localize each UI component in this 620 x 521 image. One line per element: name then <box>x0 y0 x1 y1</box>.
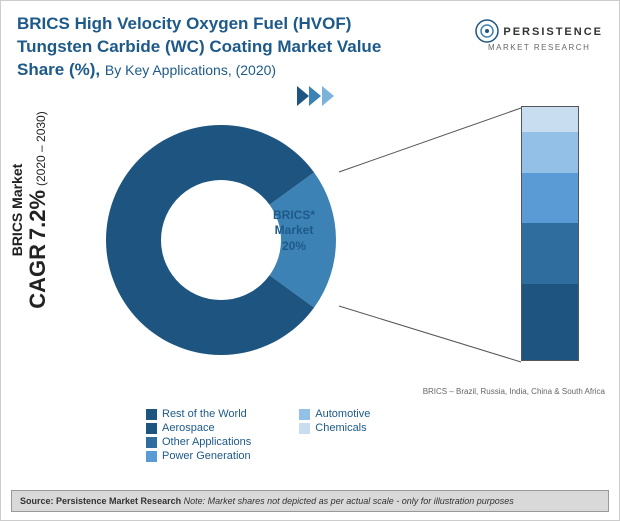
legend-swatch <box>146 423 157 434</box>
title-line2: Tungsten Carbide (WC) Coating Market Val… <box>17 37 381 56</box>
stack-segment <box>522 107 578 132</box>
ylabel-cagr-label: CAGR <box>25 244 50 309</box>
legend-item: Other Applications <box>146 436 251 448</box>
legend-item: Automotive <box>299 408 370 420</box>
infographic-container: BRICS High Velocity Oxygen Fuel (HVOF) T… <box>0 0 620 521</box>
legend-item: Aerospace <box>146 422 251 434</box>
y-axis-label: BRICS Market CAGR 7.2% (2020 – 2030) <box>9 70 51 350</box>
header: BRICS High Velocity Oxygen Fuel (HVOF) T… <box>1 1 619 90</box>
center-value: 20% <box>282 239 306 253</box>
legend: Rest of the World Aerospace Other Applicat… <box>146 406 370 464</box>
legend-item: Power Generation <box>146 450 251 462</box>
footer: Source: Persistence Market Research Note… <box>11 490 609 512</box>
ylabel-market: BRICS Market <box>9 164 25 257</box>
stack-segment <box>522 173 578 224</box>
subtitle: By Key Applications, (2020) <box>105 62 276 78</box>
stack-segment <box>522 132 578 172</box>
ylabel-period: (2020 – 2030) <box>34 111 48 186</box>
title-line1: BRICS High Velocity Oxygen Fuel (HVOF) <box>17 14 351 33</box>
logo-brand: PERSISTENCE <box>503 26 603 38</box>
stack-segment <box>522 223 578 284</box>
legend-item: Rest of the World <box>146 408 251 420</box>
stacked-bar <box>521 106 579 361</box>
legend-col2: Automotive Chemicals <box>299 406 370 464</box>
center-label-1: BRICS* <box>273 208 315 222</box>
legend-swatch <box>299 423 310 434</box>
legend-swatch <box>146 409 157 420</box>
legend-swatch <box>146 437 157 448</box>
title-block: BRICS High Velocity Oxygen Fuel (HVOF) T… <box>17 13 407 82</box>
footer-note: Note: Market shares not depicted as per … <box>184 496 514 506</box>
legend-label: Rest of the World <box>162 408 247 420</box>
legend-item: Chemicals <box>299 422 370 434</box>
legend-label: Aerospace <box>162 422 215 434</box>
legend-swatch <box>146 451 157 462</box>
logo: PERSISTENCE MARKET RESEARCH <box>475 19 603 52</box>
ylabel-cagr-value: 7.2% <box>25 190 50 240</box>
logo-icon <box>475 19 499 43</box>
center-label-2: Market <box>275 223 314 237</box>
legend-label: Power Generation <box>162 450 251 462</box>
legend-label: Other Applications <box>162 436 251 448</box>
legend-swatch <box>299 409 310 420</box>
logo-tagline: MARKET RESEARCH <box>475 43 603 52</box>
legend-label: Automotive <box>315 408 370 420</box>
legend-col1: Rest of the World Aerospace Other Applicat… <box>146 406 251 464</box>
footer-source: Source: Persistence Market Research <box>20 496 181 506</box>
donut-center-label: BRICS* Market 20% <box>273 208 315 255</box>
brics-footnote: BRICS – Brazil, Russia, India, China & S… <box>423 387 605 396</box>
legend-label: Chemicals <box>315 422 366 434</box>
stack-segment <box>522 284 578 360</box>
